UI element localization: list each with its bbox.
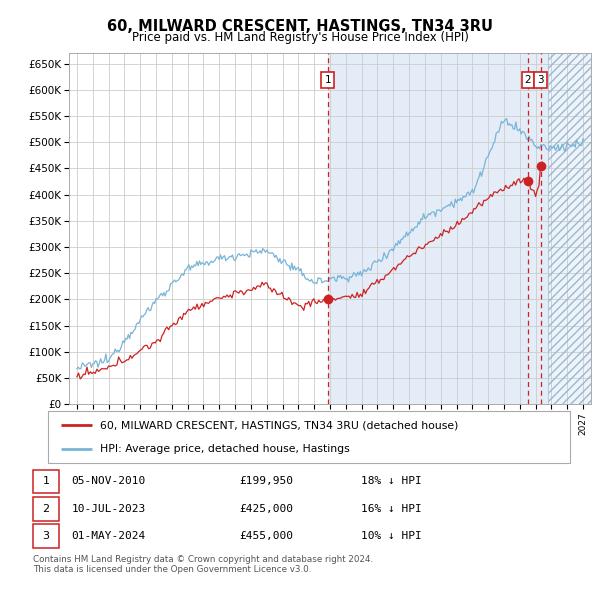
FancyBboxPatch shape — [33, 525, 59, 548]
Bar — [548, 53, 591, 404]
Text: 1: 1 — [325, 76, 331, 86]
Text: 2: 2 — [43, 504, 50, 514]
Text: 60, MILWARD CRESCENT, HASTINGS, TN34 3RU (detached house): 60, MILWARD CRESCENT, HASTINGS, TN34 3RU… — [100, 420, 458, 430]
FancyBboxPatch shape — [33, 497, 59, 521]
Text: 60, MILWARD CRESCENT, HASTINGS, TN34 3RU: 60, MILWARD CRESCENT, HASTINGS, TN34 3RU — [107, 19, 493, 34]
FancyBboxPatch shape — [48, 411, 570, 463]
Text: 10-JUL-2023: 10-JUL-2023 — [71, 504, 146, 514]
Text: Price paid vs. HM Land Registry's House Price Index (HPI): Price paid vs. HM Land Registry's House … — [131, 31, 469, 44]
Text: 2: 2 — [525, 76, 532, 86]
Text: 10% ↓ HPI: 10% ↓ HPI — [361, 531, 422, 541]
Text: 1: 1 — [43, 477, 50, 487]
Bar — [328, 53, 548, 404]
Text: 01-MAY-2024: 01-MAY-2024 — [71, 531, 146, 541]
Text: Contains HM Land Registry data © Crown copyright and database right 2024.
This d: Contains HM Land Registry data © Crown c… — [33, 555, 373, 574]
Text: 05-NOV-2010: 05-NOV-2010 — [71, 477, 146, 487]
Text: 16% ↓ HPI: 16% ↓ HPI — [361, 504, 422, 514]
Text: HPI: Average price, detached house, Hastings: HPI: Average price, detached house, Hast… — [100, 444, 350, 454]
Text: 18% ↓ HPI: 18% ↓ HPI — [361, 477, 422, 487]
Bar — [548, 53, 591, 404]
Text: 3: 3 — [43, 531, 50, 541]
Text: £455,000: £455,000 — [240, 531, 294, 541]
FancyBboxPatch shape — [33, 470, 59, 493]
Text: £199,950: £199,950 — [240, 477, 294, 487]
Text: 3: 3 — [538, 76, 544, 86]
Text: £425,000: £425,000 — [240, 504, 294, 514]
